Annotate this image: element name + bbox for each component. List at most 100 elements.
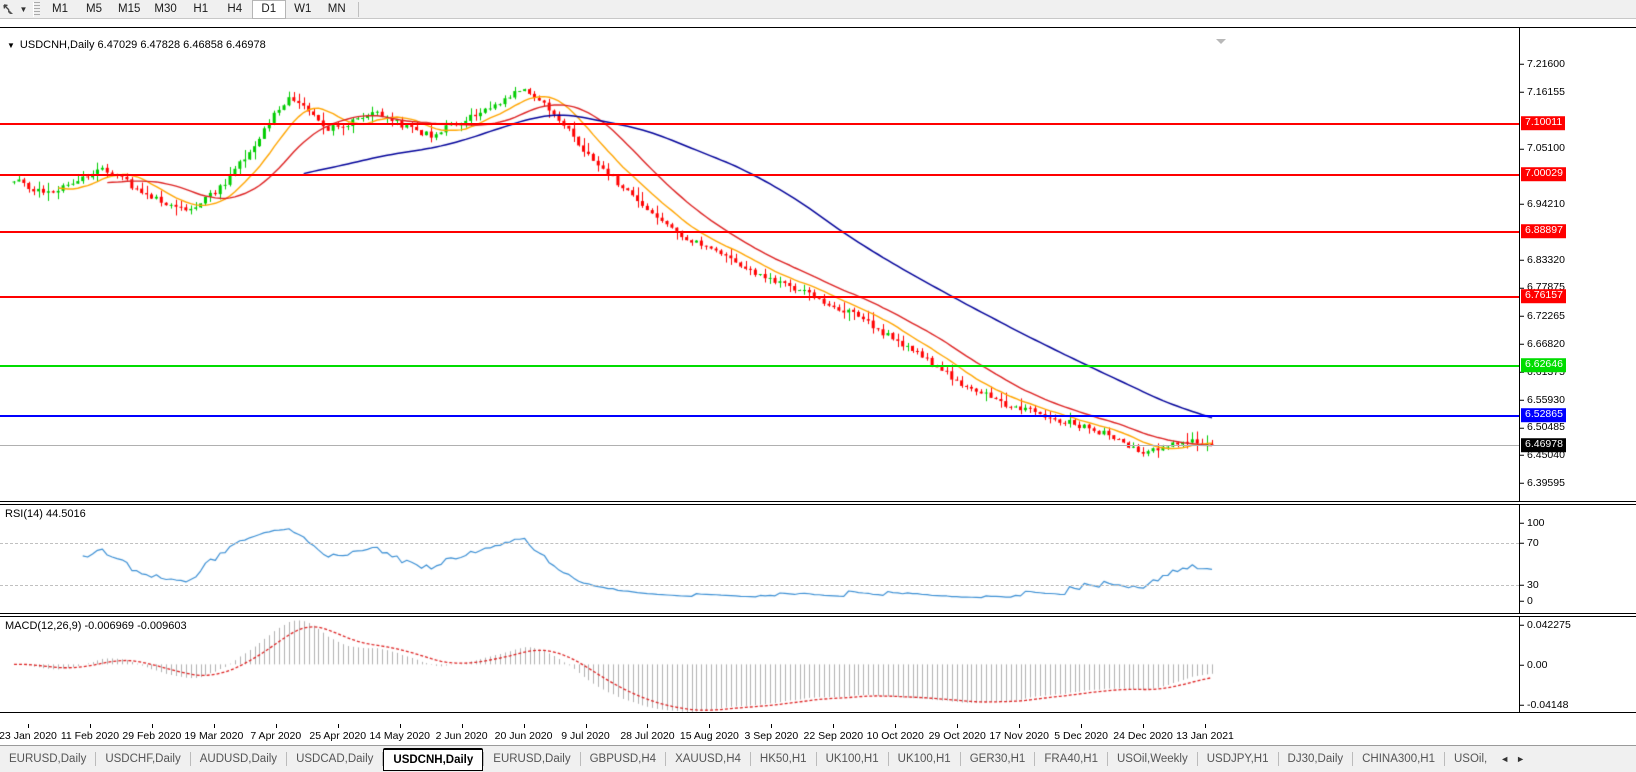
- date-axis-label: 15 Aug 2020: [679, 730, 739, 742]
- date-axis-tick: [151, 724, 153, 728]
- macd-plot[interactable]: [0, 617, 1519, 712]
- level-line-7.10011[interactable]: [0, 123, 1519, 126]
- macd-axis-tick: 0.00: [1520, 660, 1547, 671]
- price-axis-tick: 6.39595: [1520, 478, 1565, 489]
- rsi-axis[interactable]: 100 70 30 0: [1519, 505, 1636, 613]
- tab-divider: [815, 752, 817, 766]
- date-axis-tick: [1081, 724, 1083, 728]
- date-axis-tick: [399, 724, 401, 728]
- timeframe-button-d1[interactable]: D1: [251, 0, 286, 19]
- price-pane[interactable]: ▼ USDCNH,Daily 6.47029 6.47828 6.46858 6…: [0, 27, 1636, 502]
- tab-uk100-h1[interactable]: UK100,H1: [825, 753, 879, 765]
- level-line-6.76157[interactable]: [0, 296, 1519, 299]
- price-plot[interactable]: [0, 28, 1519, 501]
- tab-usdcad-daily[interactable]: USDCAD,Daily: [296, 753, 374, 765]
- level-line-6.46978[interactable]: [0, 445, 1519, 447]
- tab-divider: [579, 752, 581, 766]
- symbol-ohlc-label: ▼ USDCNH,Daily 6.47029 6.47828 6.46858 6…: [7, 39, 266, 51]
- dropdown-arrow-icon[interactable]: ▼: [19, 4, 28, 14]
- collapse-caret-icon[interactable]: ▼: [7, 40, 15, 50]
- date-axis-label: 9 Jul 2020: [561, 730, 610, 742]
- price-axis-tick: 7.05100: [1520, 143, 1565, 154]
- tab-divider: [665, 752, 667, 766]
- tab-xauusd-h4[interactable]: XAUUSD,H4: [675, 753, 741, 765]
- date-axis-tick: [461, 724, 463, 728]
- rsi-plot[interactable]: [0, 505, 1519, 613]
- price-level-label-6.46978: 6.46978: [1521, 438, 1566, 453]
- toolbar-drag-handle[interactable]: [33, 1, 40, 17]
- tab-usdchf-daily[interactable]: USDCHF,Daily: [105, 753, 181, 765]
- price-axis-tick: 6.55930: [1520, 394, 1565, 405]
- level-line-7.00029[interactable]: [0, 174, 1519, 177]
- timeframe-button-h1[interactable]: H1: [193, 3, 209, 15]
- tab-eurusd-daily[interactable]: EURUSD,Daily: [9, 753, 87, 765]
- level-line-6.52865[interactable]: [0, 415, 1519, 418]
- candlestick-canvas: [0, 28, 1519, 501]
- tab-fra40-h1[interactable]: FRA40,H1: [1044, 753, 1098, 765]
- date-axis-label: 11 Feb 2020: [60, 730, 120, 742]
- timeframe-button-w1[interactable]: W1: [294, 3, 312, 15]
- date-axis-label: 5 Dec 2020: [1054, 730, 1108, 742]
- tab-scroll-next-icon[interactable]: ►: [1516, 754, 1526, 764]
- tab-usdcnh-daily[interactable]: USDCNH,Daily: [383, 748, 484, 771]
- timeframe-toolbar: ▼ M1 M5 M15 M30 H1 H4 D1 W1 MN: [0, 0, 1636, 19]
- tab-dj30-daily[interactable]: DJ30,Daily: [1287, 753, 1344, 765]
- rsi-threshold-line: [0, 543, 1519, 544]
- tab-divider: [1034, 752, 1036, 766]
- tab-china300-h1[interactable]: CHINA300,H1: [1362, 753, 1435, 765]
- timeframe-button-m15[interactable]: M15: [118, 3, 141, 15]
- timeframe-button-m5[interactable]: M5: [86, 3, 102, 15]
- chart-scroll-thumb[interactable]: [1216, 39, 1227, 45]
- price-axis[interactable]: 7.21600 7.16155 7.05100 6.94210 6.83320 6.778…: [1519, 28, 1636, 501]
- date-axis-label: 28 Jul 2020: [620, 730, 675, 742]
- timeframe-button-mn[interactable]: MN: [327, 3, 346, 15]
- date-axis-label: 17 Nov 2020: [989, 730, 1049, 742]
- level-line-6.88897[interactable]: [0, 231, 1519, 234]
- tab-uk100-h1[interactable]: UK100,H1: [897, 753, 951, 765]
- date-axis-tick: [647, 724, 649, 728]
- timeframe-button-group: M1 M5 M15 M30 H1 H4 D1 W1 MN: [43, 0, 354, 19]
- macd-axis[interactable]: 0.042275 0.00 -0.04148: [1519, 617, 1636, 712]
- symbol-ohlc-text: USDCNH,Daily 6.47029 6.47828 6.46858 6.4…: [19, 39, 266, 51]
- tab-scroll-controls[interactable]: ◄ ►: [1496, 746, 1531, 772]
- rsi-pane[interactable]: RSI(14) 44.5016 100 70 30 0: [0, 504, 1636, 614]
- macd-pane[interactable]: MACD(12,26,9) -0.006969 -0.009603 0.0422…: [0, 616, 1636, 713]
- tab-divider: [286, 752, 288, 766]
- tab-divider: [382, 752, 384, 766]
- date-axis-tick: [275, 724, 277, 728]
- timeframe-button-m30[interactable]: M30: [154, 3, 177, 15]
- price-level-label-6.62646: 6.62646: [1521, 358, 1566, 372]
- timeframe-button-m1[interactable]: M1: [52, 3, 68, 15]
- macd-canvas: [0, 617, 1519, 712]
- tab-ger30-h1[interactable]: GER30,H1: [969, 753, 1026, 765]
- tab-audusd-daily[interactable]: AUDUSD,Daily: [199, 753, 278, 765]
- tab-eurusd-daily[interactable]: EURUSD,Daily: [493, 753, 571, 765]
- tab-gbpusd-h4[interactable]: GBPUSD,H4: [589, 753, 657, 765]
- tab-divider: [887, 752, 889, 766]
- price-axis-tick: 6.50485: [1520, 422, 1565, 433]
- date-axis[interactable]: 23 Jan 2020 11 Feb 2020 29 Feb 2020 19 Mar …: [0, 724, 1636, 745]
- rsi-threshold-line: [0, 585, 1519, 586]
- tab-divider: [1444, 752, 1445, 766]
- tab-usdjpy-h1[interactable]: USDJPY,H1: [1206, 753, 1269, 765]
- date-axis-tick: [771, 724, 773, 728]
- price-axis-tick: 6.45040: [1520, 450, 1565, 461]
- level-line-6.62646[interactable]: [0, 365, 1519, 368]
- tab-usoil-weekly[interactable]: USOil,Weekly: [1117, 753, 1188, 765]
- date-axis-label: 29 Oct 2020: [928, 730, 986, 742]
- tab-divider: [483, 752, 485, 766]
- tab-hk50-h1[interactable]: HK50,H1: [759, 753, 807, 765]
- date-axis-tick: [213, 724, 215, 728]
- date-axis-label: 7 Apr 2020: [250, 730, 302, 742]
- cursor-crosshair-icon[interactable]: [0, 1, 17, 18]
- date-axis-tick: [1019, 724, 1021, 728]
- tab-scroll-prev-icon[interactable]: ◄: [1500, 754, 1510, 764]
- date-axis-label: 23 Jan 2020: [0, 730, 57, 742]
- timeframe-button-h4[interactable]: H4: [227, 3, 243, 15]
- date-axis-label: 10 Oct 2020: [866, 730, 924, 742]
- chart-area[interactable]: ▼ USDCNH,Daily 6.47029 6.47828 6.46858 6…: [0, 19, 1636, 745]
- date-axis-tick: [523, 724, 525, 728]
- toolbar-divider: [357, 1, 359, 17]
- date-axis-label: 2 Jun 2020: [435, 730, 488, 742]
- tab-usoil-[interactable]: USOil,: [1454, 753, 1488, 765]
